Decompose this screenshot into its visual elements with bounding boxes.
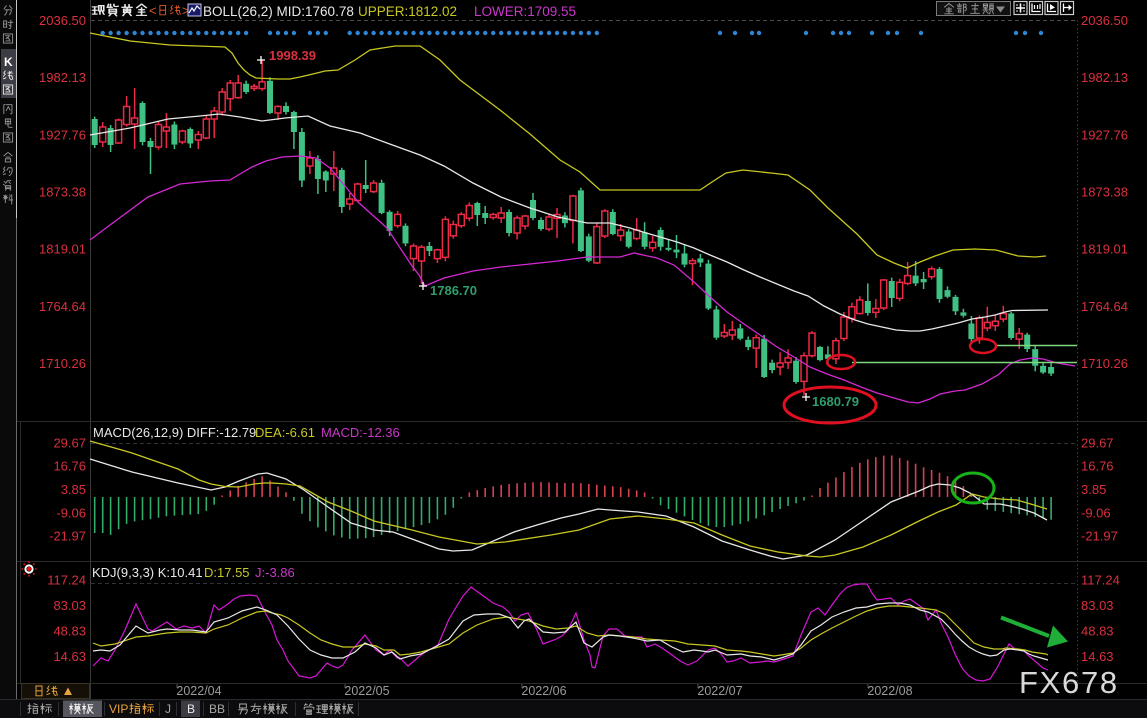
svg-text:2022/06: 2022/06 bbox=[521, 684, 566, 698]
svg-text:2036.50: 2036.50 bbox=[1081, 13, 1128, 28]
svg-text:1764.64: 1764.64 bbox=[39, 299, 86, 314]
svg-text:1819.01: 1819.01 bbox=[1081, 242, 1128, 257]
svg-text:-21.97: -21.97 bbox=[1081, 529, 1118, 544]
svg-text:2022/07: 2022/07 bbox=[697, 684, 742, 698]
svg-text:48.83: 48.83 bbox=[53, 624, 86, 639]
svg-text:29.67: 29.67 bbox=[53, 436, 86, 451]
svg-text:J: J bbox=[165, 702, 171, 716]
svg-text:1873.38: 1873.38 bbox=[39, 185, 86, 200]
svg-text:1998.39: 1998.39 bbox=[269, 48, 316, 63]
svg-text:2022/04: 2022/04 bbox=[176, 684, 221, 698]
svg-text:29.67: 29.67 bbox=[1081, 436, 1114, 451]
svg-text:B: B bbox=[187, 702, 195, 716]
svg-text:1819.01: 1819.01 bbox=[39, 242, 86, 257]
svg-text:LOWER:1709.55: LOWER:1709.55 bbox=[474, 4, 576, 19]
svg-text:2036.50: 2036.50 bbox=[39, 13, 86, 28]
svg-text:1982.13: 1982.13 bbox=[39, 70, 86, 85]
svg-text:2022/05: 2022/05 bbox=[344, 684, 389, 698]
svg-text:16.76: 16.76 bbox=[53, 459, 86, 474]
svg-text:48.83: 48.83 bbox=[1081, 624, 1114, 639]
svg-text:DEA:-6.61: DEA:-6.61 bbox=[255, 425, 315, 440]
svg-text:14.63: 14.63 bbox=[53, 649, 86, 664]
svg-text:-9.06: -9.06 bbox=[56, 505, 86, 520]
svg-text:K: K bbox=[4, 55, 13, 69]
svg-text:1764.64: 1764.64 bbox=[1081, 299, 1128, 314]
svg-text:1680.79: 1680.79 bbox=[812, 394, 859, 409]
svg-text:1873.38: 1873.38 bbox=[1081, 185, 1128, 200]
svg-text:-21.97: -21.97 bbox=[49, 529, 86, 544]
svg-text:FX678: FX678 bbox=[1019, 665, 1119, 700]
svg-text:1927.76: 1927.76 bbox=[1081, 127, 1128, 142]
svg-text:83.03: 83.03 bbox=[53, 598, 86, 613]
svg-text:MACD:-12.36: MACD:-12.36 bbox=[321, 425, 400, 440]
svg-text:1710.26: 1710.26 bbox=[39, 356, 86, 371]
svg-text:-9.06: -9.06 bbox=[1081, 505, 1111, 520]
svg-text:117.24: 117.24 bbox=[1081, 573, 1120, 588]
svg-text:1982.13: 1982.13 bbox=[1081, 70, 1128, 85]
svg-text:UPPER:1812.02: UPPER:1812.02 bbox=[358, 4, 457, 19]
svg-text:KDJ(9,3,3) K:10.41: KDJ(9,3,3) K:10.41 bbox=[92, 565, 203, 580]
svg-text:J:-3.86: J:-3.86 bbox=[255, 565, 295, 580]
svg-text:14.63: 14.63 bbox=[1081, 649, 1114, 664]
svg-text:3.85: 3.85 bbox=[1081, 482, 1106, 497]
svg-text:>: > bbox=[182, 3, 190, 18]
svg-text:2022/08: 2022/08 bbox=[867, 684, 912, 698]
svg-text:1927.76: 1927.76 bbox=[39, 127, 86, 142]
svg-text:MACD(26,12,9) DIFF:-12.79: MACD(26,12,9) DIFF:-12.79 bbox=[93, 425, 256, 440]
svg-text:BB: BB bbox=[209, 702, 225, 716]
svg-text:D:17.55: D:17.55 bbox=[204, 565, 250, 580]
svg-text:BOLL(26,2) MID:1760.78: BOLL(26,2) MID:1760.78 bbox=[203, 4, 354, 19]
svg-text:83.03: 83.03 bbox=[1081, 598, 1114, 613]
svg-text:<: < bbox=[149, 3, 157, 18]
svg-text:3.85: 3.85 bbox=[61, 482, 86, 497]
svg-text:1786.70: 1786.70 bbox=[430, 283, 477, 298]
svg-text:117.24: 117.24 bbox=[47, 573, 86, 588]
svg-text:VIP: VIP bbox=[109, 702, 128, 716]
svg-text:16.76: 16.76 bbox=[1081, 459, 1114, 474]
svg-text:1710.26: 1710.26 bbox=[1081, 356, 1128, 371]
